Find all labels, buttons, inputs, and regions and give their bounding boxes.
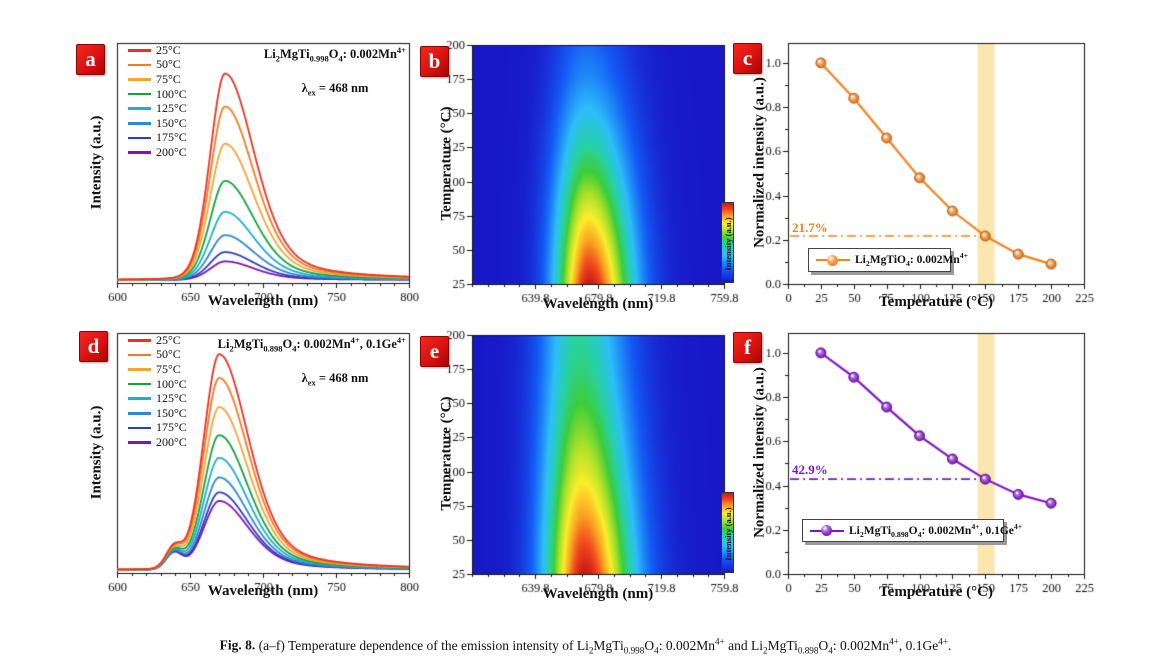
legend-item-label: 100°C: [156, 86, 187, 101]
panel-b-colorbar: Intensity (a.u.): [721, 202, 734, 283]
legend-item-label: 50°C: [156, 57, 181, 72]
panel-d-excitation-label: λex = 468 nm: [301, 371, 369, 388]
legend-item-label: 150°C: [156, 115, 187, 130]
panel-c-quench-percentage: 21.7%: [792, 220, 828, 235]
panel-label-a: a: [76, 44, 105, 75]
legend-item: 50°C: [128, 57, 187, 73]
legend-item-label: 125°C: [156, 391, 187, 406]
legend-color-swatch: [128, 92, 151, 96]
panel-label-c: c: [733, 43, 762, 74]
legend-item: 175°C: [128, 420, 187, 436]
legend-color-swatch: [128, 63, 151, 67]
legend-item: 25°C: [128, 43, 187, 58]
legend-item: 150°C: [128, 116, 187, 131]
panel-c-y-axis-title: Normalized intensity (a.u.): [751, 77, 768, 248]
legend-item: 25°C: [128, 333, 187, 348]
legend-color-swatch: [128, 441, 151, 444]
legend-item: 175°C: [128, 130, 187, 146]
panel-label-e: e: [420, 336, 449, 367]
panel-label-f: f: [733, 332, 762, 363]
panel-e-colorbar-label: Intensity (a.u.): [723, 507, 733, 561]
panel-f-quench-percentage: 42.9%: [792, 462, 828, 477]
panel-b-x-axis-title: Wavelength (nm): [542, 296, 654, 312]
legend-item-label: 25°C: [156, 42, 181, 57]
panel-c-legend: Li2MgTiO4: 0.002Mn4+: [808, 248, 968, 272]
panel-d-x-axis-title: Wavelength (nm): [207, 583, 319, 599]
panel-a-excitation-label: λex = 468 nm: [301, 81, 369, 98]
legend-color-swatch: [128, 339, 151, 342]
legend-color-swatch: [128, 151, 151, 154]
legend-item-label: 200°C: [156, 434, 187, 449]
legend-color-swatch: [128, 78, 151, 81]
legend-item-label: 25°C: [156, 332, 181, 347]
panel-d-sample-title: Li2MgTi0.898O4: 0.002Mn4+, 0.1Ge4+: [217, 335, 406, 354]
legend-item: 100°C: [128, 377, 187, 392]
legend-item: 200°C: [128, 145, 187, 160]
legend-item: 75°C: [128, 362, 187, 377]
legend-item: 200°C: [128, 435, 187, 450]
panel-label-b: b: [420, 46, 449, 77]
legend-item-label: 175°C: [156, 420, 187, 435]
legend-item-label: 200°C: [156, 144, 187, 159]
legend-color-swatch: [128, 107, 151, 110]
legend-color-swatch: [128, 121, 151, 125]
legend-color-swatch: [128, 353, 151, 357]
legend-item: 125°C: [128, 101, 187, 116]
panel-d-y-axis-title: Intensity (a.u.): [88, 405, 105, 500]
legend-color-swatch: [128, 397, 151, 400]
panel-c-legend-label: Li2MgTiO4: 0.002Mn4+: [855, 251, 969, 269]
legend-item: 125°C: [128, 391, 187, 406]
panel-a-sample-title: Li2MgTi0.998O4: 0.002Mn4+: [263, 45, 406, 64]
panel-b-colorbar-label: Intensity (a.u.): [723, 217, 733, 271]
legend-line-marker: [816, 254, 850, 266]
legend-color-swatch: [128, 382, 151, 386]
legend-line-marker: [810, 525, 844, 537]
legend-item-label: 50°C: [156, 347, 181, 362]
legend-color-swatch: [128, 411, 151, 415]
panel-f-x-axis-title: Temperature (°C): [879, 584, 993, 600]
legend-item-label: 75°C: [156, 361, 181, 376]
legend-item-label: 150°C: [156, 405, 187, 420]
legend-item: 50°C: [128, 347, 187, 363]
legend-item: 100°C: [128, 87, 187, 102]
panel-c-x-axis-title: Temperature (°C): [879, 294, 993, 310]
panel-a-x-axis-title: Wavelength (nm): [207, 293, 319, 309]
legend-color-swatch: [128, 136, 151, 140]
panel-d-temperature-legend: 25°C 50°C 75°C 100°C 125°C 150°C 175°C 200°C: [128, 333, 187, 450]
legend-item-label: 125°C: [156, 101, 187, 116]
legend-color-swatch: [128, 49, 151, 52]
panel-f-legend-label: Li2MgTi0.898O4: 0.002Mn4+, 0.1Ge4+: [849, 521, 1023, 540]
panel-f-y-axis-title: Normalized intensity (a.u.): [751, 367, 768, 538]
panel-a-temperature-legend: 25°C 50°C 75°C 100°C 125°C 150°C 175°C 200°C: [128, 43, 187, 160]
caption-figure-number: Fig. 8.: [219, 637, 256, 653]
legend-color-swatch: [128, 368, 151, 371]
panel-b-y-axis-title: Temperature (°C): [438, 106, 455, 221]
legend-item: 75°C: [128, 72, 187, 87]
panel-f-legend: Li2MgTi0.898O4: 0.002Mn4+, 0.1Ge4+: [802, 519, 1022, 542]
legend-item-label: 175°C: [156, 130, 187, 145]
caption-text: (a–f) Temperature dependence of the emis…: [258, 636, 952, 656]
legend-item: 150°C: [128, 406, 187, 421]
panel-e-colorbar: Intensity (a.u.): [721, 492, 734, 573]
panel-a-y-axis-title: Intensity (a.u.): [88, 115, 105, 210]
legend-color-swatch: [128, 426, 151, 430]
panel-e-y-axis-title: Temperature (°C): [438, 396, 455, 511]
legend-item-label: 75°C: [156, 71, 181, 86]
figure-caption: Fig. 8. (a–f) Temperature dependence of …: [0, 636, 1171, 655]
legend-item-label: 100°C: [156, 376, 187, 391]
panel-label-d: d: [79, 331, 108, 362]
panel-e-x-axis-title: Wavelength (nm): [542, 586, 654, 602]
